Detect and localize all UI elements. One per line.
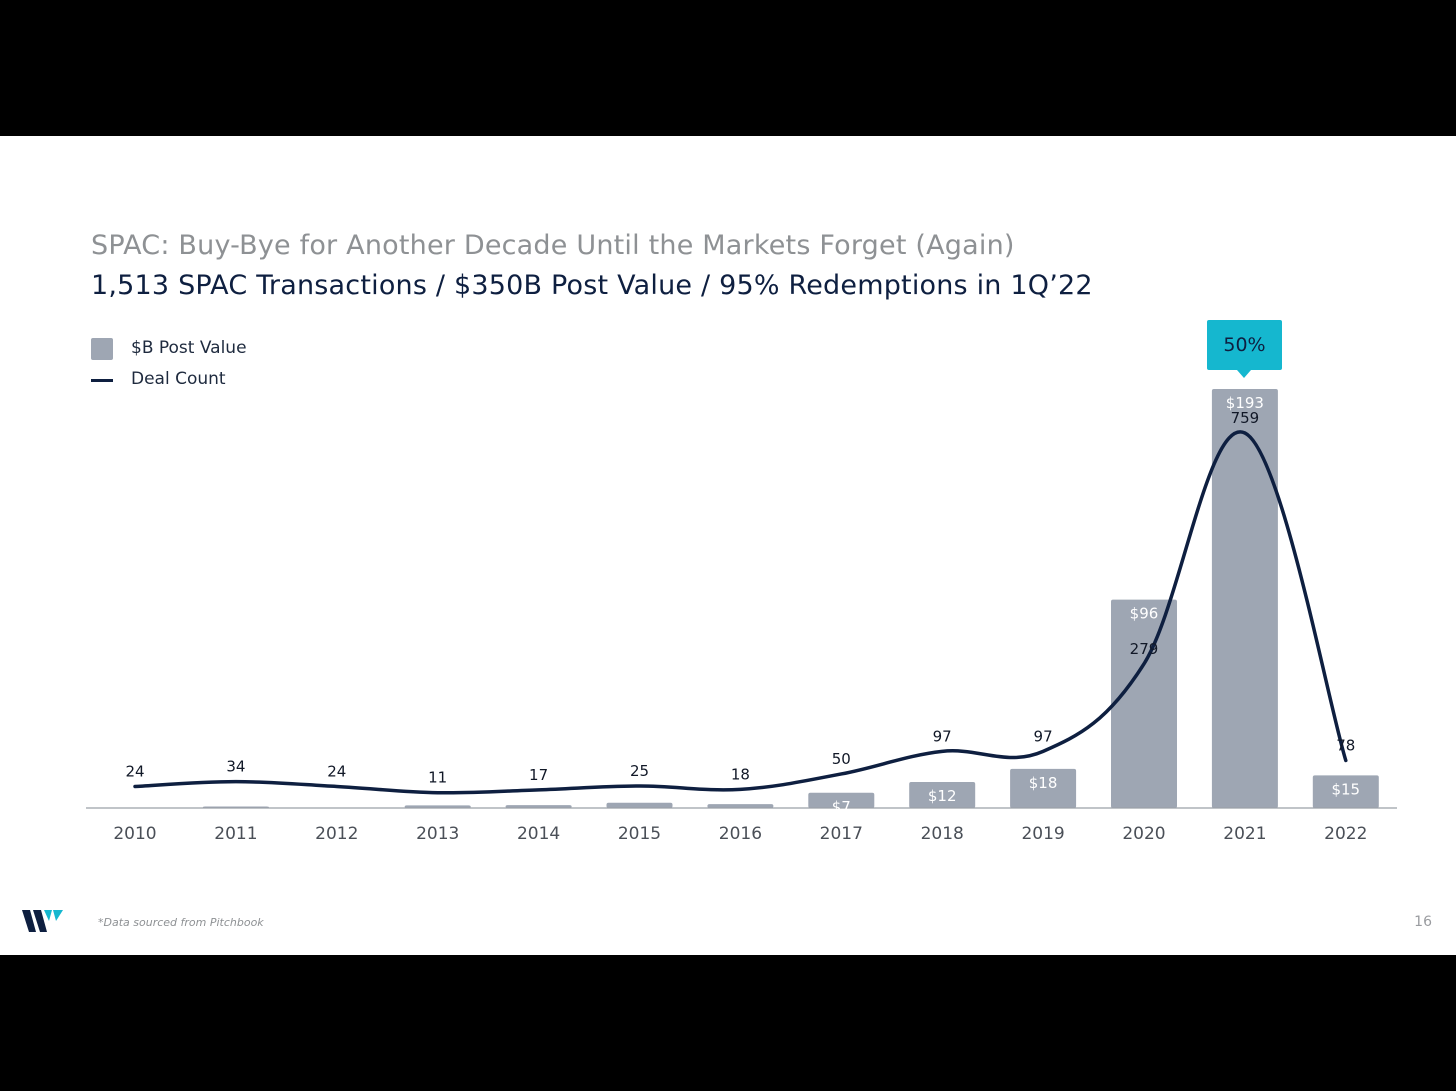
line-label-2013: 11 — [428, 769, 447, 787]
x-tick-2019: 2019 — [1021, 824, 1064, 844]
company-logo — [22, 910, 63, 932]
legend-label-deal-count: Deal Count — [131, 369, 226, 389]
bar-2013 — [404, 805, 471, 808]
slide-supertitle: SPAC: Buy-Bye for Another Decade Until t… — [91, 230, 1015, 261]
x-tick-2018: 2018 — [921, 824, 964, 844]
line-label-2019: 97 — [1034, 727, 1053, 745]
bar-label-2022: $15 — [1331, 780, 1360, 798]
line-label-2016: 18 — [731, 765, 750, 783]
bar-2016 — [707, 804, 774, 808]
bar-2017 — [808, 792, 875, 808]
x-tick-2016: 2016 — [719, 824, 762, 844]
x-tick-2020: 2020 — [1122, 824, 1165, 844]
x-tick-2017: 2017 — [820, 824, 863, 844]
bar-label-2020: $96 — [1130, 605, 1159, 623]
bar-label-2021: $193 — [1226, 394, 1264, 412]
x-tick-2021: 2021 — [1223, 824, 1266, 844]
bar-2014 — [505, 805, 572, 808]
line-label-2022: 78 — [1336, 736, 1355, 754]
slide: SPAC: Buy-Bye for Another Decade Until t… — [0, 136, 1456, 955]
bar-2015 — [606, 802, 673, 808]
spac-chart: $7 $12 $18 $96 $193 $15 24 34 24 11 17 25 18 50 97 97 27… — [86, 389, 1397, 844]
x-tick-2013: 2013 — [416, 824, 459, 844]
data-source-footnote: *Data sourced from Pitchbook — [98, 916, 264, 929]
legend-bar-swatch — [91, 338, 113, 360]
legend-label-post-value: $B Post Value — [131, 338, 247, 358]
bar-2021 — [1211, 389, 1278, 808]
legend-line-swatch — [91, 379, 113, 382]
chart-legend: $B Post Value Deal Count — [91, 336, 311, 398]
bar-label-2018: $12 — [928, 787, 957, 805]
legend-item-deal-count: Deal Count — [91, 367, 311, 398]
legend-item-post-value: $B Post Value — [91, 336, 311, 367]
bar-label-2019: $18 — [1029, 774, 1058, 792]
bar-2022 — [1312, 775, 1379, 808]
bar-2020 — [1111, 599, 1177, 808]
slide-title: 1,513 SPAC Transactions / $350B Post Val… — [91, 270, 1093, 301]
line-label-2014: 17 — [529, 766, 548, 784]
line-label-2012: 24 — [327, 762, 346, 780]
deal-count-line — [133, 430, 1348, 795]
line-label-2011: 34 — [226, 758, 245, 776]
x-tick-2014: 2014 — [517, 824, 560, 844]
line-label-2020: 279 — [1130, 640, 1159, 658]
x-tick-2011: 2011 — [214, 824, 257, 844]
bar-2019 — [1010, 768, 1077, 808]
x-tick-2015: 2015 — [618, 824, 661, 844]
line-label-2021: 759 — [1231, 409, 1260, 427]
x-tick-2012: 2012 — [315, 824, 358, 844]
bar-label-2017: $7 — [832, 798, 851, 816]
page-number: 16 — [1414, 914, 1432, 930]
x-tick-2022: 2022 — [1324, 824, 1367, 844]
line-label-2010: 24 — [125, 762, 144, 780]
line-label-2018: 97 — [933, 727, 952, 745]
line-label-2015: 25 — [630, 762, 649, 780]
line-label-2017: 50 — [832, 750, 851, 768]
bar-2018 — [909, 781, 976, 808]
x-tick-2010: 2010 — [113, 824, 156, 844]
redemption-callout: 50% — [1207, 320, 1282, 378]
